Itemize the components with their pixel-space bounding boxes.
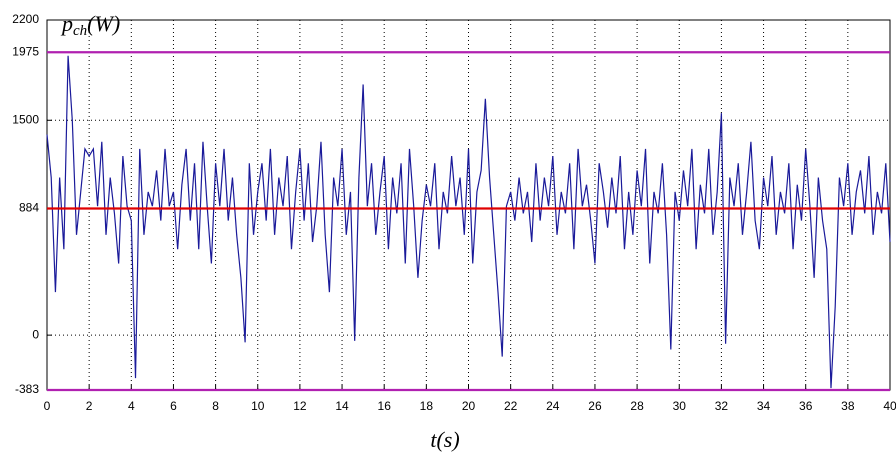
x-tick-label: 32	[715, 399, 729, 413]
x-axis-label: t(s)	[430, 427, 459, 452]
y-tick-label: 2200	[12, 12, 39, 26]
x-tick-label: 10	[251, 399, 265, 413]
x-tick-label: 6	[170, 399, 177, 413]
y-label-rest: (W)	[87, 11, 120, 36]
y-tick-label: 0	[32, 327, 39, 341]
x-tick-label: 14	[335, 399, 349, 413]
x-tick-label: 20	[462, 399, 476, 413]
x-tick-label: 40	[883, 399, 896, 413]
y-label-base: p	[60, 11, 73, 36]
x-tick-label: 38	[841, 399, 855, 413]
x-tick-label: 24	[546, 399, 560, 413]
x-tick-label: 22	[504, 399, 518, 413]
x-tick-label: 4	[128, 399, 135, 413]
y-tick-label: -383	[15, 382, 39, 396]
data-line	[46, 55, 891, 389]
y-label-sub: ch	[73, 23, 87, 39]
x-tick-label: 18	[420, 399, 434, 413]
y-tick-label: 1975	[12, 44, 39, 58]
x-tick-label: 12	[293, 399, 307, 413]
x-tick-label: 36	[799, 399, 813, 413]
y-tick-label: 1500	[12, 112, 39, 126]
y-axis-label: pch(W)	[60, 11, 120, 39]
x-tick-label: 28	[630, 399, 644, 413]
x-tick-label: 30	[673, 399, 687, 413]
x-tick-label: 2	[86, 399, 93, 413]
x-tick-label: 0	[44, 399, 51, 413]
y-tick-label: 884	[19, 201, 39, 215]
x-tick-label: 34	[757, 399, 771, 413]
x-tick-label: 8	[212, 399, 219, 413]
x-tick-label: 16	[378, 399, 392, 413]
x-tick-label: 26	[588, 399, 602, 413]
